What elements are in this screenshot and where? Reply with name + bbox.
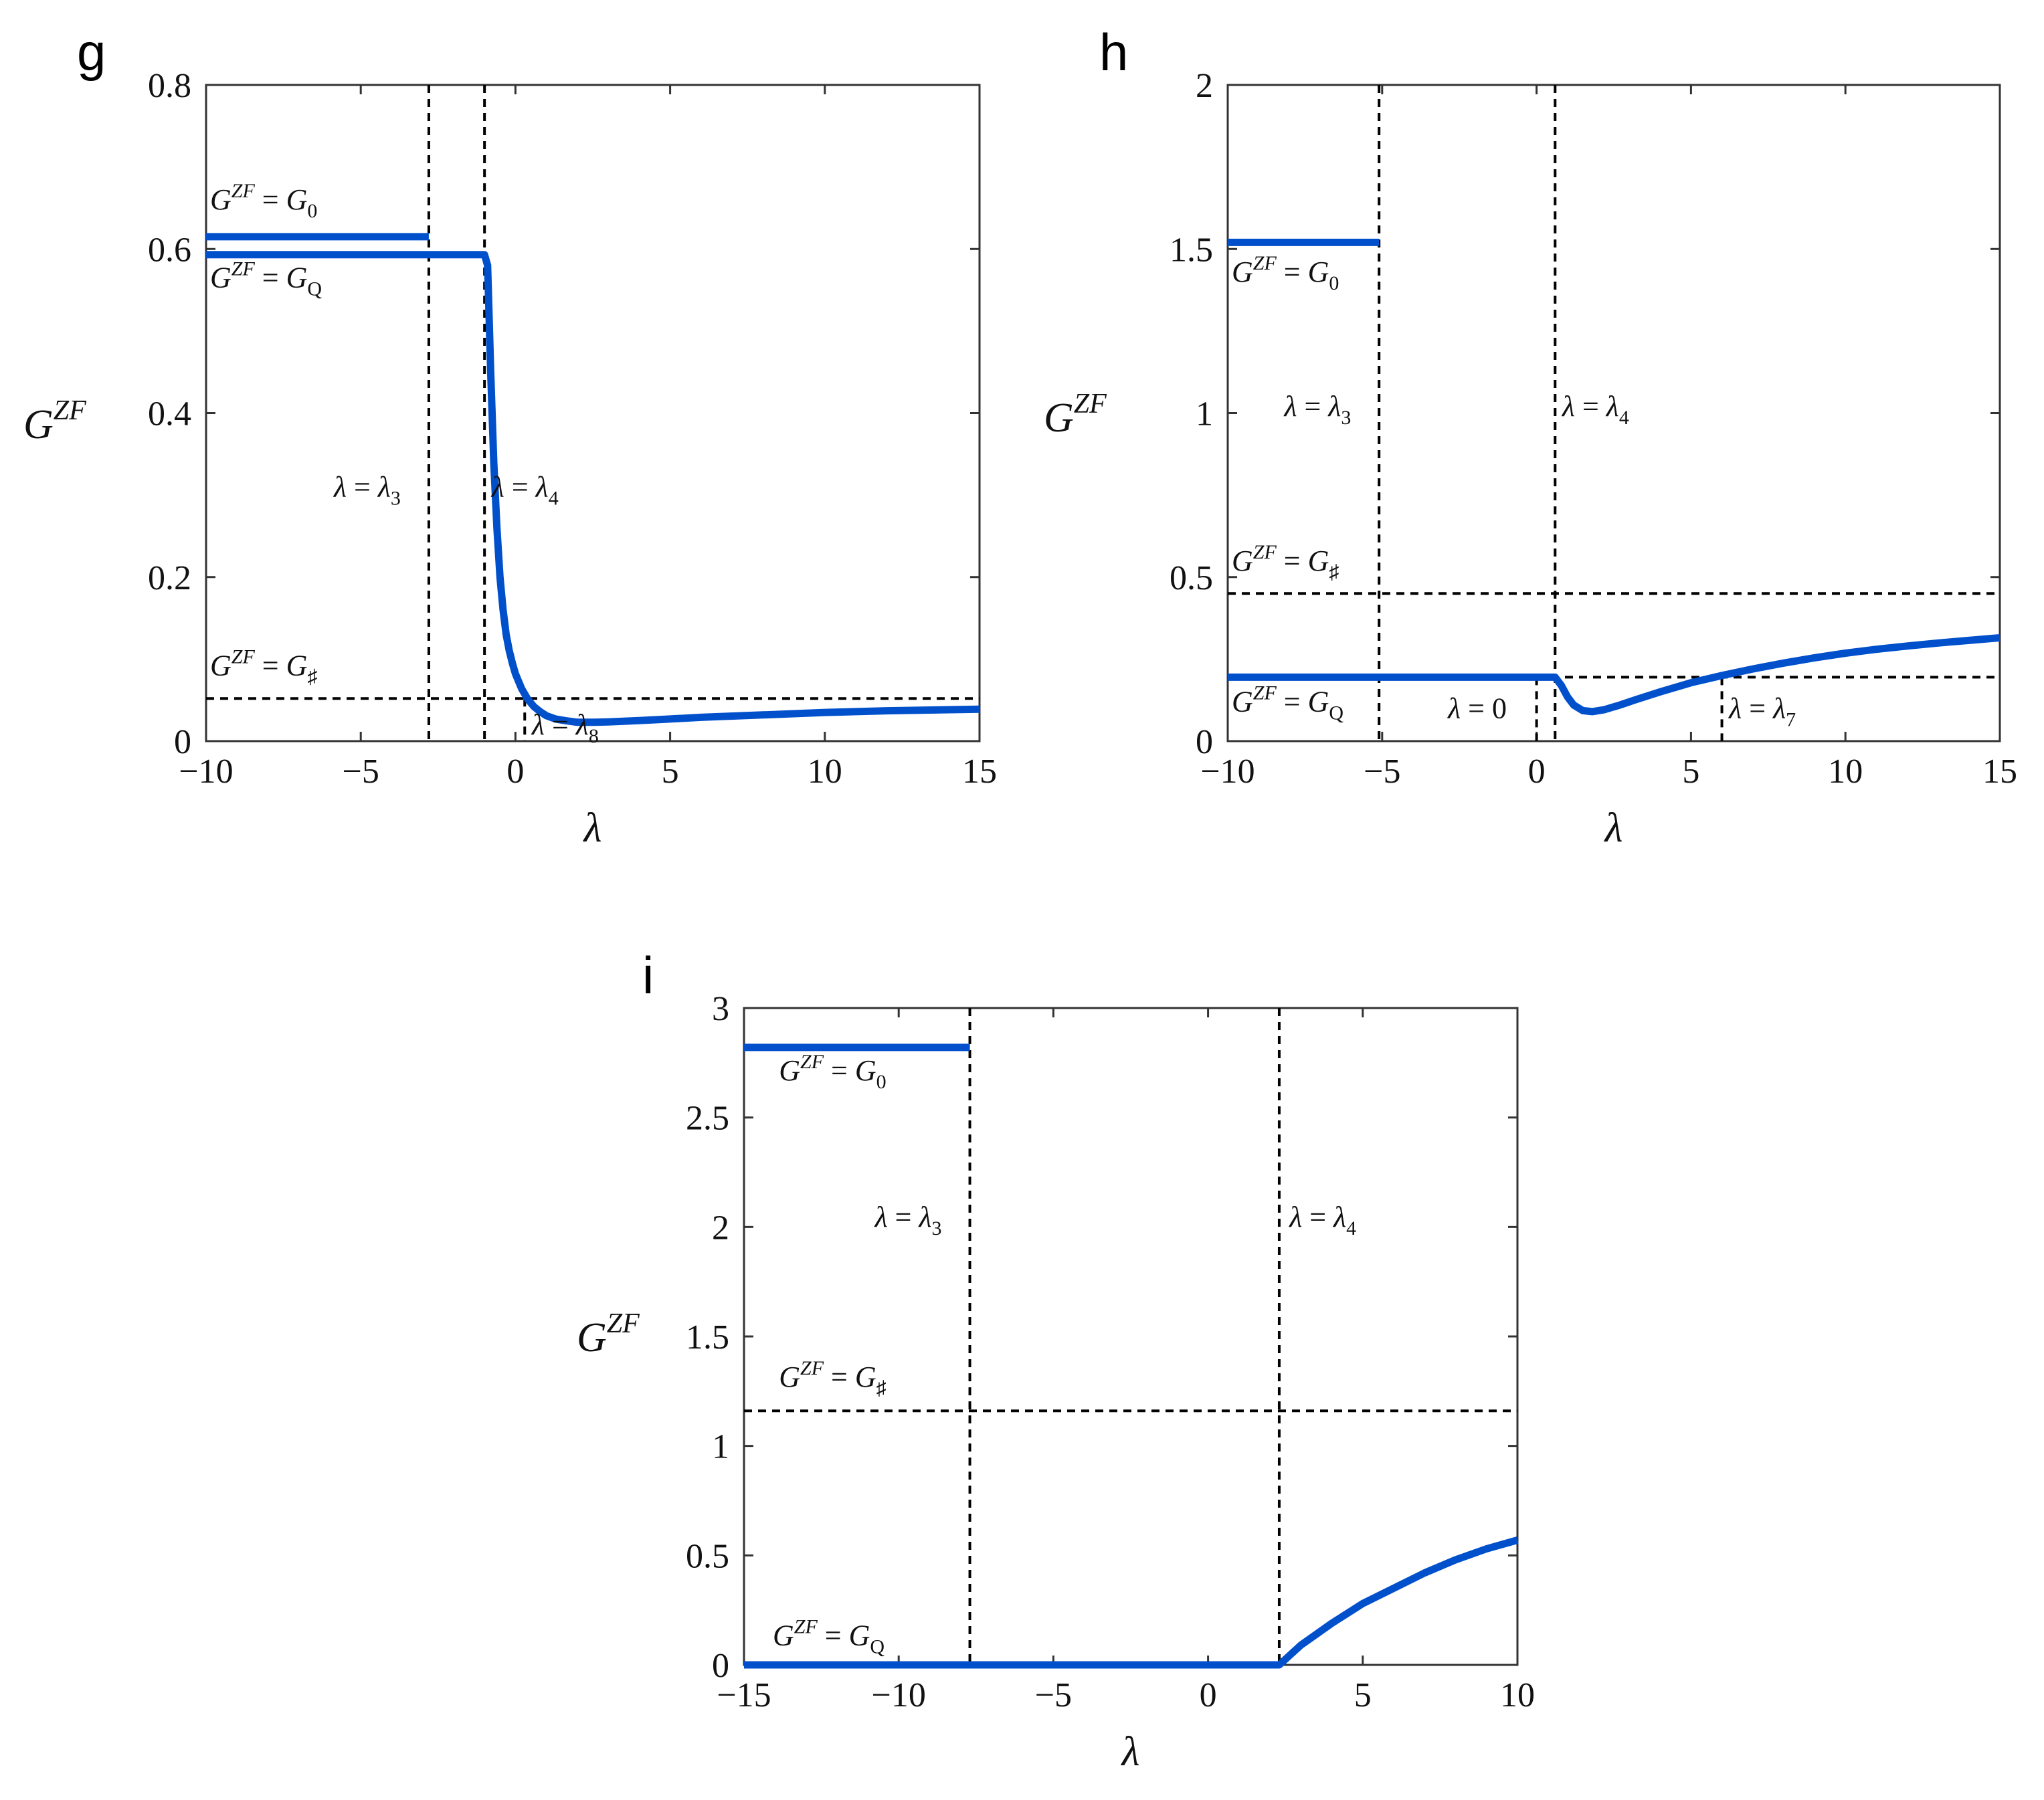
axes-frame xyxy=(205,84,981,742)
x-tick-label: 0 xyxy=(1528,753,1546,791)
annotation-g0: GZF = G0 xyxy=(1232,252,1339,294)
x-tick-label: 10 xyxy=(1828,753,1863,791)
x-tick-label: −10 xyxy=(179,753,233,791)
annotation-gq: GZF = GQ xyxy=(210,258,322,300)
y-tick-label: 0 xyxy=(174,723,191,761)
annotation-g0: GZF = G0 xyxy=(779,1051,886,1093)
x-axis-label: λ xyxy=(1121,1729,1140,1775)
x-tick-label: 10 xyxy=(1500,1676,1535,1714)
panel-i: i −15 −10 −5 0 5 10 0 0.5 1 1.5 2 2.5 3 λ GZF GZF = G0 GZ… xyxy=(577,946,1535,1775)
x-tick-label: −5 xyxy=(343,753,379,791)
panel-letter: i xyxy=(642,946,654,1005)
annotation-l4: λ = λ4 xyxy=(490,470,559,509)
annotation-l3: λ = λ3 xyxy=(333,470,401,509)
series-main-curve xyxy=(744,1536,1519,1669)
x-tick-label: −15 xyxy=(717,1676,771,1714)
y-tick-label: 2.5 xyxy=(686,1100,729,1138)
y-tick-label: 0.5 xyxy=(1170,559,1213,597)
x-tick-label: 15 xyxy=(1982,753,2017,791)
x-tick-label: 0 xyxy=(1200,1676,1217,1714)
x-tick-label: −10 xyxy=(1200,753,1255,791)
x-tick-label: 0 xyxy=(506,753,524,791)
panel-letter: h xyxy=(1099,23,1128,82)
panel-h: h −10 −5 0 5 10 15 0 0.5 1 1.5 2 λ GZF GZF = G0 GZF = G… xyxy=(1044,23,2017,851)
y-axis-label: GZF xyxy=(23,395,86,447)
y-tick-label: 3 xyxy=(712,990,729,1028)
annotation-l0: λ = 0 xyxy=(1447,692,1507,724)
annotation-l7: λ = λ7 xyxy=(1728,692,1796,730)
y-tick-label: 0.4 xyxy=(148,395,191,433)
x-axis-label: λ xyxy=(1604,805,1623,851)
y-tick-label: 1.5 xyxy=(686,1318,729,1357)
annotation-g0: GZF = G0 xyxy=(210,180,317,222)
y-tick-label: 2 xyxy=(712,1209,729,1247)
x-tick-label: −5 xyxy=(1364,753,1400,791)
x-tick-label: 5 xyxy=(662,753,679,791)
y-tick-label: 0 xyxy=(712,1647,729,1685)
y-tick-label: 0 xyxy=(1196,723,1213,761)
x-tick-label: −10 xyxy=(872,1676,926,1714)
y-tick-label: 0.8 xyxy=(148,67,191,105)
x-tick-label: 5 xyxy=(1354,1676,1372,1714)
series-main-curve xyxy=(1228,634,2001,716)
x-tick-label: −5 xyxy=(1035,1676,1072,1714)
y-tick-label: 1 xyxy=(1196,395,1213,433)
panel-letter: g xyxy=(77,23,106,82)
x-tick-label: 5 xyxy=(1682,753,1699,791)
y-tick-label: 1.5 xyxy=(1170,231,1213,269)
axes-frame xyxy=(743,1007,1519,1666)
annotation-gs: GZF = G♯ xyxy=(210,646,317,688)
annotation-gs: GZF = G♯ xyxy=(779,1357,886,1399)
annotation-gq: GZF = GQ xyxy=(773,1615,885,1658)
annotation-l4: λ = λ4 xyxy=(1561,390,1629,429)
y-tick-label: 0.6 xyxy=(148,231,191,269)
annotation-l3: λ = λ3 xyxy=(874,1201,942,1239)
annotation-gs: GZF = G♯ xyxy=(1232,541,1339,583)
series-main-curve xyxy=(206,251,980,726)
y-axis-label: GZF xyxy=(1044,389,1107,441)
y-axis-label: GZF xyxy=(577,1308,640,1361)
panel-g: g −10 −5 0 5 10 15 0 0.2 0.4 0.6 0.8 λ GZF GZF = G0 GZF… xyxy=(23,23,997,851)
annotation-l3: λ = λ3 xyxy=(1283,390,1351,429)
y-tick-label: 2 xyxy=(1196,67,1213,105)
annotation-gq: GZF = GQ xyxy=(1232,682,1343,724)
annotation-l4: λ = λ4 xyxy=(1288,1201,1356,1239)
x-tick-label: 10 xyxy=(808,753,842,791)
annotation-l8: λ = λ8 xyxy=(531,708,599,747)
x-tick-label: 15 xyxy=(962,753,997,791)
y-tick-label: 0.5 xyxy=(686,1537,729,1575)
x-axis-label: λ xyxy=(583,805,602,851)
y-tick-label: 0.2 xyxy=(148,559,191,597)
y-tick-label: 1 xyxy=(712,1428,729,1466)
